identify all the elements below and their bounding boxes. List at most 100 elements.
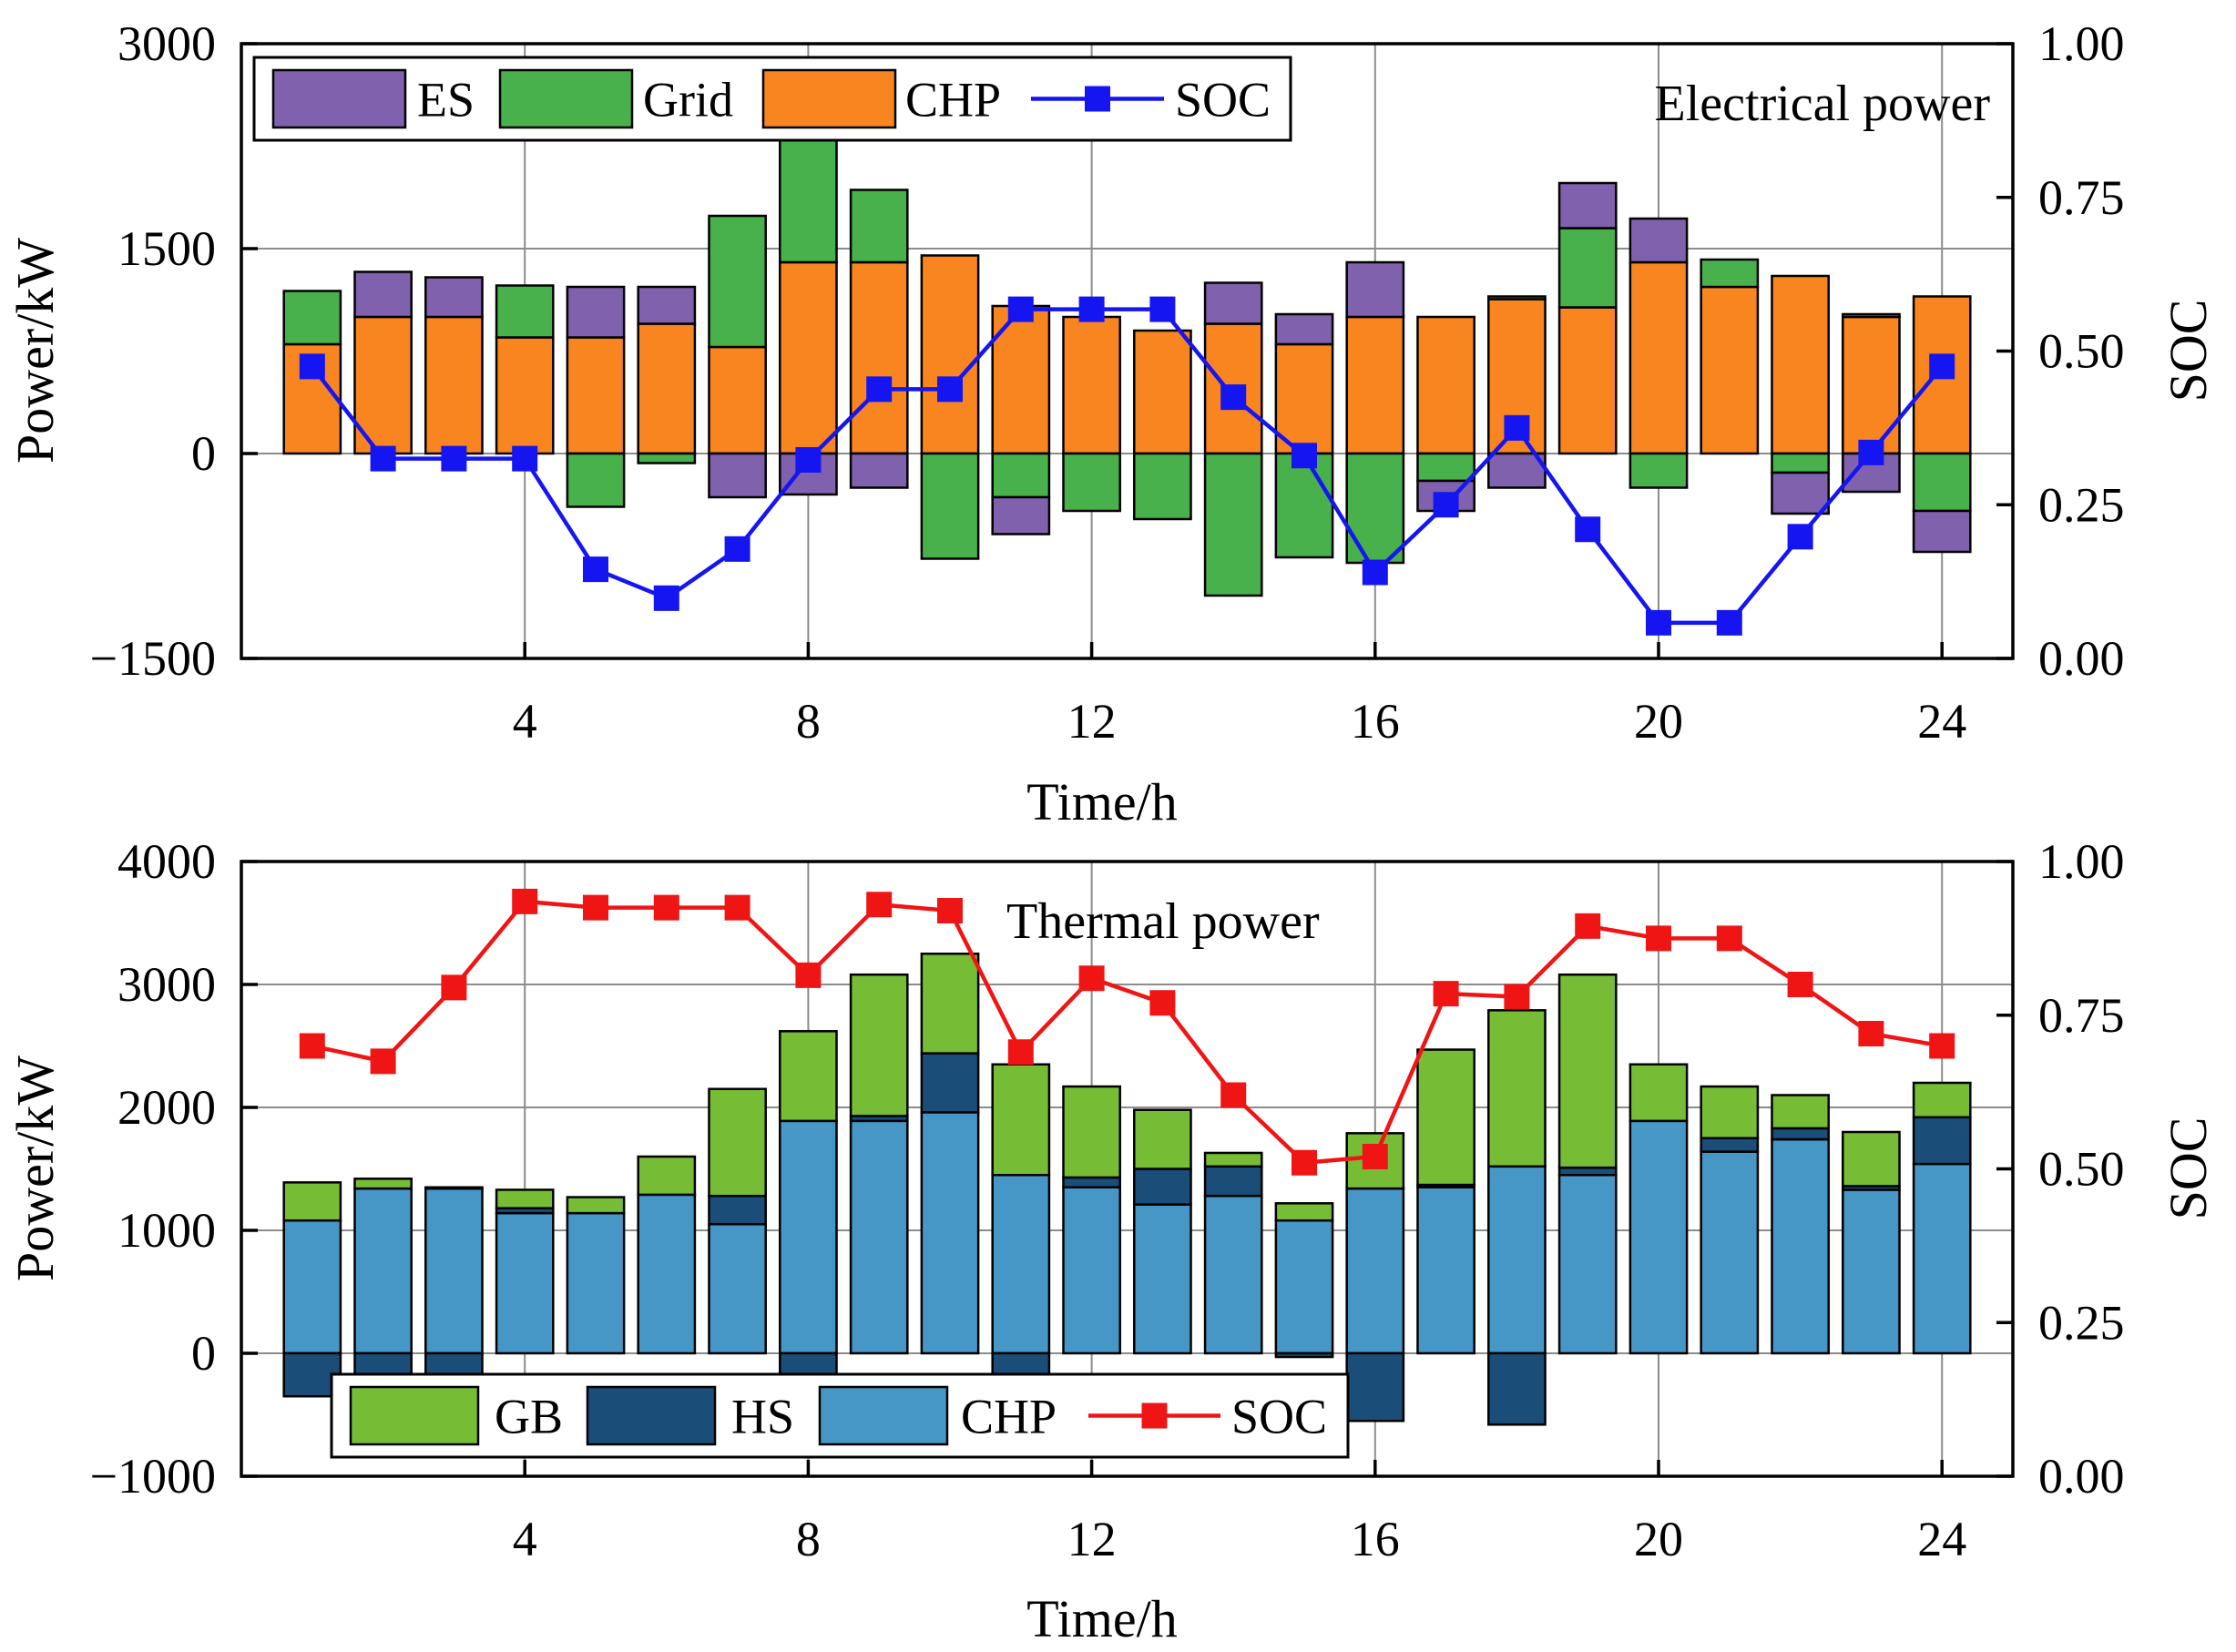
soc-point-h16 — [1362, 1144, 1388, 1169]
legend-swatch-es — [271, 68, 407, 129]
soc-point-h18 — [1504, 984, 1530, 1010]
soc-point-h21 — [1716, 925, 1742, 952]
soc-point-h16 — [1362, 559, 1388, 586]
soc-point-h20 — [1646, 609, 1671, 636]
bar-gb-h11 — [991, 1063, 1051, 1177]
y2-tick-label: 0.25 — [2038, 1295, 2125, 1350]
y-tick-label: 2000 — [117, 1080, 216, 1135]
soc-point-h14 — [1220, 1082, 1247, 1108]
soc-point-h18 — [1504, 414, 1530, 441]
bar-es-h18 — [1487, 452, 1547, 489]
bar-grid-h5 — [566, 452, 626, 508]
bar-hs-h15 — [1274, 1351, 1334, 1359]
soc-point-h17 — [1433, 492, 1459, 518]
bar-es-h7 — [708, 452, 767, 499]
bar-chp-h5 — [566, 1211, 626, 1355]
bar-chp-h2 — [353, 1187, 413, 1355]
soc-point-h5 — [583, 894, 608, 921]
bar-hs-h14 — [1203, 1165, 1263, 1198]
bar-gb-h19 — [1557, 973, 1618, 1169]
legend-label-gb: GB — [495, 1390, 563, 1444]
soc-point-h10 — [937, 898, 963, 923]
legend-label-chp: CHP — [905, 73, 1001, 127]
x-tick-label: 16 — [1351, 694, 1400, 749]
soc-point-h11 — [1007, 296, 1034, 322]
bar-grid-h15 — [1274, 452, 1334, 559]
bar-gb-h20 — [1629, 1063, 1689, 1123]
soc-point-h21 — [1716, 609, 1742, 636]
y2-axis-title: SOC — [2159, 300, 2218, 403]
bar-es-h15 — [1274, 312, 1334, 346]
bar-grid-h14 — [1203, 452, 1263, 597]
x-axis: 4 8 12 16 20 24 — [513, 642, 1966, 749]
x-tick-label: 8 — [796, 1512, 821, 1566]
bar-chp-h12 — [1062, 315, 1121, 455]
chart-annotation: Thermal power — [1006, 893, 1320, 950]
y2-tick-label: 0.50 — [2038, 324, 2125, 379]
y-axis-right: 0.00 0.25 0.50 0.75 1.00 — [1996, 16, 2125, 686]
x-axis-title: Time/h — [1026, 1589, 1177, 1648]
bar-es-h24 — [1912, 509, 1972, 554]
y-tick-label: 3000 — [117, 16, 216, 71]
bar-chp-h17 — [1416, 315, 1475, 455]
bar-chp-h16 — [1345, 315, 1405, 455]
x-tick-label: 24 — [1917, 1512, 1966, 1566]
bar-chp-h10 — [920, 1111, 980, 1355]
bar-chp-h7 — [708, 1223, 767, 1355]
y-axis-title: Power/kW — [5, 1055, 65, 1281]
soc-point-h19 — [1575, 516, 1601, 543]
bar-gb-h12 — [1062, 1085, 1121, 1179]
soc-markers — [299, 888, 1955, 1176]
bar-chp-h11 — [991, 304, 1051, 455]
bar-chp-h22 — [1771, 1137, 1830, 1355]
bar-gb-h18 — [1487, 1009, 1547, 1168]
soc-point-h22 — [1787, 972, 1813, 997]
bar-grid-h13 — [1133, 452, 1192, 521]
bar-grid-h4 — [495, 284, 555, 339]
x-tick-label: 8 — [796, 694, 821, 749]
bar-hs-h12 — [1062, 1176, 1121, 1188]
soc-point-h12 — [1078, 965, 1105, 992]
soc-point-h2 — [370, 1048, 396, 1075]
bar-hs-h18 — [1487, 1351, 1547, 1426]
bar-grid-h7 — [708, 214, 767, 349]
bars — [282, 124, 1972, 597]
soc-point-h1 — [299, 353, 325, 380]
bar-chp-h16 — [1345, 1187, 1405, 1355]
bar-grid-h6 — [637, 452, 697, 464]
legend: ES Grid CHP SOC — [252, 56, 1292, 142]
bar-chp-h11 — [991, 1174, 1051, 1355]
soc-point-h11 — [1007, 1039, 1034, 1066]
x-axis: 4 8 12 16 20 24 — [513, 1460, 1966, 1566]
y2-tick-label: 0.50 — [2038, 1142, 2125, 1197]
y-tick-label: 1000 — [117, 1203, 216, 1258]
soc-point-h3 — [441, 445, 467, 472]
bar-gb-h24 — [1912, 1081, 1972, 1119]
bar-es-h5 — [566, 285, 626, 339]
soc-point-h24 — [1929, 1033, 1955, 1059]
bar-chp-h5 — [566, 336, 626, 455]
soc-point-h9 — [866, 376, 893, 403]
y2-tick-label: 0.00 — [2038, 1449, 2125, 1504]
soc-point-h6 — [653, 894, 679, 921]
bar-es-h14 — [1203, 281, 1263, 325]
legend-swatch-hs — [586, 1385, 717, 1446]
bar-chp-h9 — [849, 1119, 909, 1355]
y-tick-label: 4000 — [117, 834, 216, 889]
legend-label-hs: HS — [731, 1390, 794, 1444]
bar-chp-h18 — [1487, 1165, 1547, 1355]
soc-point-h4 — [512, 445, 538, 472]
legend-swatch-marker — [1085, 86, 1110, 112]
soc-point-h1 — [299, 1033, 325, 1059]
soc-point-h15 — [1292, 443, 1317, 469]
soc-point-h7 — [724, 535, 750, 562]
bar-gb-h6 — [637, 1155, 697, 1197]
bar-chp-h12 — [1062, 1186, 1121, 1355]
bar-hs-h7 — [708, 1194, 767, 1226]
bar-chp-h3 — [424, 1187, 484, 1355]
legend-label-grid: Grid — [643, 73, 733, 127]
bar-chp-h14 — [1203, 1194, 1263, 1355]
bar-es-h22 — [1771, 471, 1830, 515]
bar-chp-h19 — [1557, 306, 1618, 455]
